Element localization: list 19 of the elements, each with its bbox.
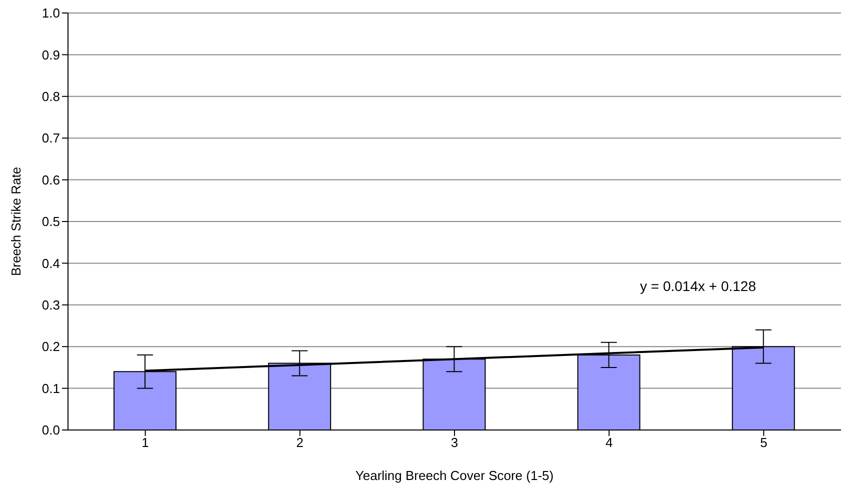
x-tick-label: 4 [605, 435, 613, 450]
y-tick-label: 1.0 [42, 6, 60, 21]
y-tick-label: 0.5 [42, 214, 60, 230]
annotation: y = 0.014x + 0.128 [640, 278, 756, 294]
y-tick-label: 0.4 [42, 256, 60, 271]
y-axis-title: Breech Strike Rate [8, 166, 24, 276]
y-tick-label: 0.0 [42, 422, 60, 438]
y-tick-label: 0.6 [42, 172, 60, 188]
x-tick-label: 2 [296, 435, 304, 450]
x-tick-label: 1 [142, 435, 149, 450]
y-tick-label: 0.9 [42, 47, 60, 62]
y-tick-label: 0.8 [42, 89, 60, 104]
x-axis-title: Yearling Breech Cover Score (1-5) [355, 468, 554, 483]
x-tick-label: 5 [760, 435, 768, 450]
y-tick-label: 0.2 [42, 339, 60, 354]
y-tick-label: 0.1 [42, 380, 60, 396]
y-tick-label: 0.7 [42, 130, 60, 146]
y-tick-label: 0.3 [42, 298, 60, 313]
x-tick-label: 3 [450, 435, 458, 450]
